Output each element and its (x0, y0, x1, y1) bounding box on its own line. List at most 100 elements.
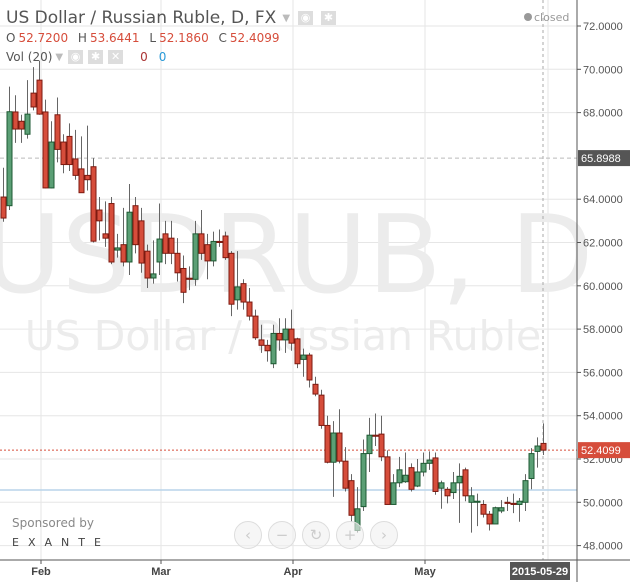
candle-down (78, 168, 85, 194)
x-tick-label: Feb (31, 566, 51, 578)
candle-down (306, 354, 313, 381)
candle-down (120, 244, 127, 263)
candle-down (432, 457, 439, 492)
candle-up (210, 240, 217, 262)
candle-up (48, 141, 55, 189)
volume-value-down: 0 (140, 50, 148, 64)
candle-down (174, 252, 181, 274)
candle-up (474, 500, 481, 503)
candle-up (426, 459, 433, 464)
zoom-out-button[interactable]: − (268, 521, 296, 549)
candle-down (240, 283, 247, 303)
candle-up (282, 328, 289, 341)
volume-label[interactable]: Vol (20) (6, 50, 53, 64)
candle-down (228, 252, 235, 305)
sponsor-label: Sponsored by (12, 516, 94, 530)
candle-down (66, 135, 73, 166)
candle-down (378, 433, 385, 458)
candle-up (360, 453, 367, 508)
date-label-bg (510, 562, 570, 580)
chevron-down-icon[interactable]: ▼ (55, 51, 64, 63)
eye-icon[interactable]: ◉ (298, 11, 314, 25)
candle-down (342, 460, 349, 489)
candle-down (144, 250, 151, 279)
y-tick-label: 50.0000 (583, 497, 623, 509)
price-lines (0, 0, 577, 560)
close-icon[interactable]: ✕ (108, 50, 124, 64)
candle-up (156, 238, 163, 263)
marked-price-label-bg (578, 150, 630, 167)
candle-up (522, 480, 529, 503)
zoom-in-button[interactable]: + (336, 521, 364, 549)
candle-down (96, 209, 103, 222)
candle-down (72, 158, 79, 176)
x-tick-label: Mar (151, 566, 171, 578)
chevron-down-icon[interactable]: ▼ (282, 12, 291, 24)
candle-up (126, 211, 133, 263)
gear-icon[interactable]: ✱ (321, 11, 337, 25)
low-value: 52.1860 (159, 31, 209, 45)
y-tick-label: 54.0000 (583, 411, 623, 423)
scroll-right-button[interactable]: › (370, 521, 398, 549)
candle-down (222, 235, 229, 259)
symbol-title[interactable]: US Dollar / Russian Ruble, D, FX (6, 8, 277, 28)
high-value: 53.6441 (89, 31, 140, 45)
candle-down (60, 141, 67, 166)
candle-up (366, 434, 373, 455)
chart-grid (0, 0, 577, 560)
candle-up (114, 247, 121, 251)
candle-up (390, 482, 397, 505)
market-status-text: closed (534, 11, 570, 24)
candle-down (132, 205, 139, 246)
candle-up (330, 432, 337, 463)
candle-up (234, 286, 241, 301)
candle-down (138, 220, 145, 264)
candle-down (510, 502, 517, 505)
candle-up (420, 462, 427, 473)
candle-up (498, 507, 505, 512)
candle-down (42, 111, 49, 189)
y-tick-label: 62.0000 (583, 238, 623, 250)
candle-down (204, 244, 211, 262)
candle-down (162, 233, 169, 254)
candle-down (180, 267, 187, 293)
candle-down (90, 166, 97, 242)
open-label: O (6, 31, 16, 45)
candle-up (450, 482, 457, 494)
y-tick-label: 56.0000 (583, 367, 623, 379)
candle-down (0, 196, 7, 219)
candle-up (492, 507, 499, 525)
candle-down (12, 111, 19, 130)
candle-down (372, 434, 379, 437)
y-tick-label: 64.0000 (583, 194, 623, 206)
gear-icon[interactable]: ✱ (88, 50, 104, 64)
scroll-left-button[interactable]: ‹ (234, 521, 262, 549)
candle-down (336, 432, 343, 462)
date-label: 2015-05-29 (512, 566, 568, 578)
high-label: H (77, 31, 87, 45)
x-tick-label: May (414, 566, 436, 578)
candle-down (480, 503, 487, 515)
candle-down (168, 237, 175, 254)
y-tick-label: 70.0000 (583, 64, 623, 76)
candle-up (396, 469, 403, 484)
candle-down (246, 301, 253, 317)
candle-down (288, 328, 295, 344)
candle-up (6, 111, 13, 207)
ohlc-values: O 52.7200 H 53.6441 L 52.1860 C 52.4099 (6, 31, 336, 45)
reset-button[interactable]: ↻ (302, 521, 330, 549)
candle-up (528, 453, 535, 479)
candle-down (108, 203, 115, 263)
eye-icon[interactable]: ◉ (68, 50, 84, 64)
candles (0, 60, 547, 533)
sponsor-block[interactable]: Sponsored by EXANTE (12, 516, 110, 549)
candle-down (36, 79, 43, 115)
volume-legend: Vol (20) ▼ ◉ ✱ ✕ 0 0 (6, 50, 336, 64)
candle-down (384, 456, 391, 505)
candle-down (264, 344, 271, 352)
close-label: C (218, 31, 227, 45)
candle-up (150, 273, 157, 279)
